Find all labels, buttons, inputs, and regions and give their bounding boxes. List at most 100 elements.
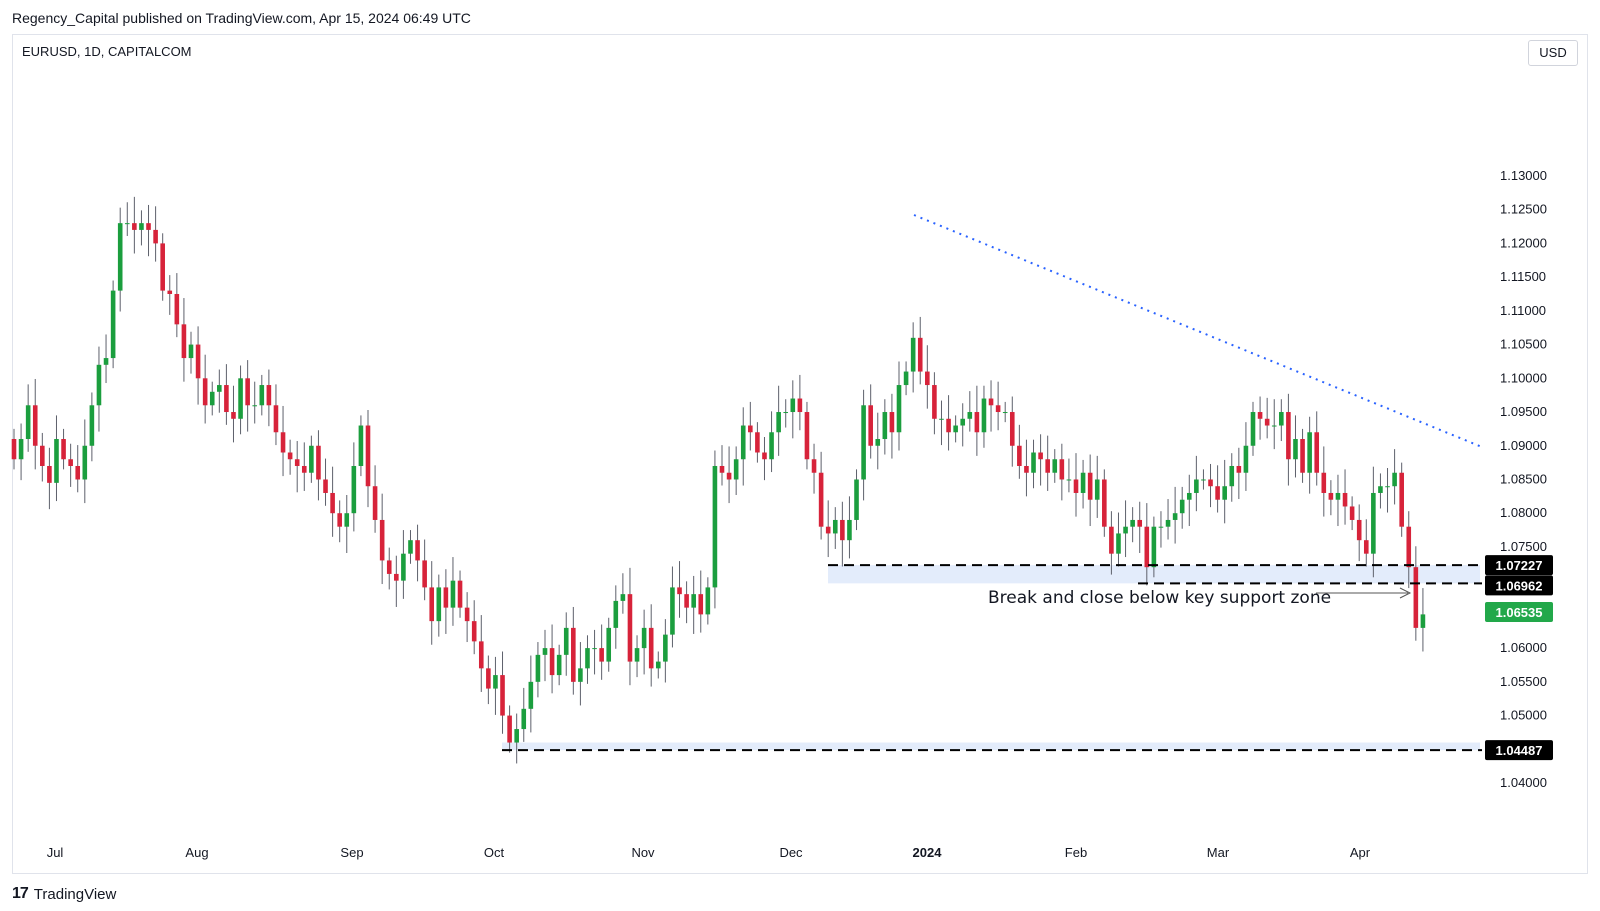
candle-body [967,412,973,419]
candle-body [1045,459,1050,473]
time-tick: Jul [47,845,64,860]
candle-body [422,560,427,588]
candle-body [578,668,583,682]
tradingview-logo-icon: 17 [12,885,29,902]
price-tick: 1.06000 [1500,640,1547,655]
candle-body [1385,486,1390,488]
candle-body [1165,519,1171,527]
candle-body [910,337,916,372]
candle-body [1109,526,1114,554]
candle-body [1094,479,1100,500]
candle-body [351,465,357,514]
tradingview-logo: 17 TradingView [12,885,116,903]
trendline[interactable] [913,214,1483,448]
candle-body [917,337,923,372]
candle-body [549,648,555,676]
candle-body [224,385,229,413]
price-tick: 1.05000 [1500,708,1547,723]
candle-body [1186,492,1192,500]
candle-body [1363,540,1369,554]
candle-body [301,465,307,473]
candle-body [571,627,576,682]
candle-body [790,398,796,413]
price-label: 1.07227 [1496,558,1543,573]
candle-body [358,425,364,466]
candle-body [726,472,732,480]
candle-body [755,432,760,453]
candle-body [663,634,668,662]
candle-body [139,223,144,230]
candle-body [740,425,746,460]
candle-body [209,391,215,406]
candle-body [415,540,420,561]
price-tick: 1.09000 [1500,438,1547,453]
candle-body [195,344,201,379]
candle-body [748,425,753,433]
price-label-bg [1485,740,1553,761]
candle-body [1024,465,1029,473]
time-tick: Dec [779,845,803,860]
candle-body [620,594,626,601]
candle-body [854,479,859,520]
time-tick: Oct [484,845,505,860]
candle-body [252,405,258,407]
candle-body [712,465,718,588]
candle-body [670,587,675,635]
candle-body [719,465,725,473]
candle-body [783,412,789,414]
currency-button[interactable]: USD [1528,40,1578,66]
candle-body [309,445,314,473]
time-tick: Feb [1065,845,1087,860]
candle-body [599,648,604,662]
candle-body [1406,526,1412,568]
candle-body [521,708,527,730]
support-zone-lower [502,742,1480,751]
candle-body [500,675,505,716]
candle-body [1271,425,1277,427]
candle-body [259,385,265,406]
candle-body [316,445,321,480]
candle-body [1017,445,1022,466]
candle-body [1059,459,1065,480]
candle-body [40,445,45,466]
price-tick: 1.05500 [1500,674,1547,689]
candle-body [804,412,810,460]
candle-body [54,439,59,483]
candle-body [1413,567,1419,628]
price-label: 1.04487 [1496,743,1543,758]
candle-body [1420,614,1426,628]
candle-body [889,412,895,433]
candle-body [627,594,633,662]
candle-body [188,344,194,359]
candle-body [1392,472,1397,487]
candle-body [486,668,491,689]
candle-body [1293,439,1298,460]
candle-body [1307,432,1312,473]
candle-body [1009,412,1015,446]
candle-body [939,418,944,420]
symbol-legend[interactable]: EURUSD, 1D, CAPITALCOM [22,44,192,59]
price-tick: 1.07500 [1500,539,1547,554]
price-axis: 1.13000 1.12500 1.12000 1.11500 1.11000 1.105… [1500,168,1547,790]
candle-body [1038,452,1043,460]
candle-body [585,648,590,669]
candle-body [1080,472,1086,493]
time-tick: Aug [185,845,208,860]
candle-body [797,398,803,413]
candle-body [330,492,335,514]
candle-body [974,412,980,433]
candle-body [273,405,279,433]
candle-body [1236,465,1242,473]
candle-body [386,560,392,574]
candle-body [691,594,696,608]
candle-body [641,627,647,649]
candle-body [117,223,123,291]
candle-body [1172,513,1178,520]
candle-body [1130,519,1135,527]
candle-body [882,412,888,440]
price-tick: 1.04000 [1500,775,1547,790]
candle-body [471,621,477,642]
time-tick: Nov [631,845,655,860]
candle-body [394,573,399,581]
